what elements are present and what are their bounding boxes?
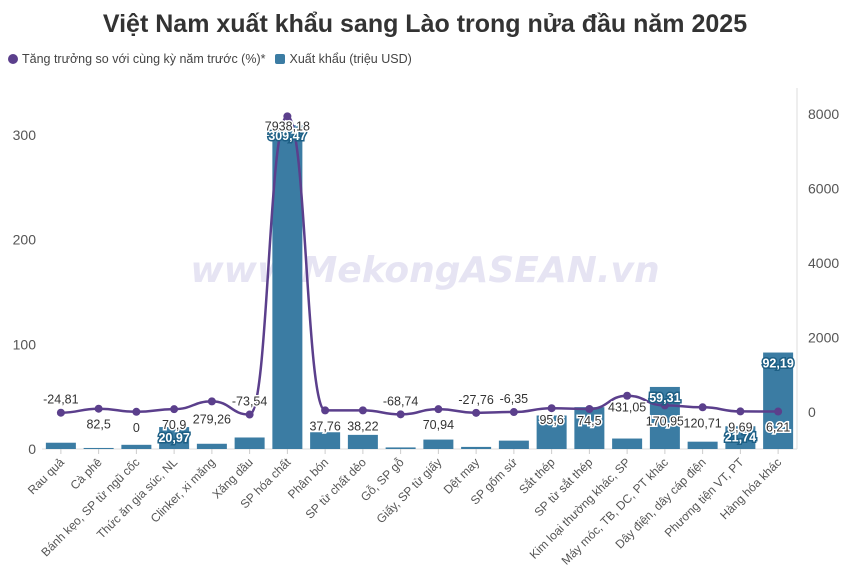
growth-line [60, 115, 779, 416]
legend-item-growth[interactable]: Tăng trưởng so với cùng kỳ năm trước (%)… [8, 52, 265, 66]
growth-value-label: 279,26 [193, 412, 231, 426]
bar-value-label: 92,19 [762, 357, 793, 371]
bar [687, 441, 718, 449]
bar-value-label: 21,74 [725, 430, 756, 444]
growth-point [396, 410, 405, 419]
growth-value-label: 6,21 [766, 421, 790, 435]
bar-value-label: 59,31 [649, 391, 680, 405]
growth-point [358, 406, 367, 415]
bar [612, 438, 643, 449]
bar-value-label: 309,47 [268, 129, 306, 143]
growth-value-label: 70,94 [423, 418, 454, 432]
x-tick-label: Giấy, SP từ giấy [374, 455, 445, 526]
bar [536, 415, 567, 449]
growth-point [170, 405, 179, 414]
growth-value-label: -6,35 [500, 392, 529, 406]
growth-value-label: 9,69 [728, 420, 752, 434]
growth-point [207, 397, 216, 406]
right-tick-label: 0 [808, 404, 816, 420]
growth-point [472, 408, 481, 417]
growth-point [132, 407, 141, 416]
growth-value-label: 7938,18 [265, 119, 310, 133]
growth-value-label: 70,9 [162, 418, 186, 432]
growth-point [698, 403, 707, 412]
growth-value-label: 0 [133, 421, 140, 435]
growth-point [736, 407, 745, 416]
bar [763, 352, 794, 449]
growth-point [56, 408, 65, 417]
x-tick-label: Clinker, xi măng [148, 455, 218, 525]
bar [423, 439, 454, 449]
bar [649, 386, 680, 449]
growth-point [585, 405, 594, 414]
bar-value-label: 20,97 [158, 431, 189, 445]
left-tick-label: 100 [13, 336, 37, 352]
growth-value-label: 120,71 [684, 416, 722, 430]
bar [234, 437, 265, 449]
legend: Tăng trưởng so với cùng kỳ năm trước (%)… [8, 52, 412, 66]
left-tick-label: 0 [28, 441, 36, 457]
bar [121, 444, 152, 449]
growth-value-label: 82,5 [86, 418, 110, 432]
bar [385, 447, 416, 449]
growth-value-label: -68,74 [383, 394, 418, 408]
bar [498, 440, 529, 449]
bar [310, 432, 341, 449]
growth-point [509, 408, 518, 417]
growth-point [774, 407, 783, 416]
bar [272, 125, 303, 449]
watermark: www.MekongASEAN.vn [190, 250, 659, 291]
growth-point [434, 405, 443, 414]
x-tick-label: Cà phê [67, 455, 104, 492]
growth-value-label: 37,76 [309, 419, 340, 433]
growth-point [94, 404, 103, 413]
growth-value-label: -73,54 [232, 395, 267, 409]
bar [159, 427, 190, 449]
right-tick-label: 6000 [808, 180, 839, 196]
left-tick-label: 300 [13, 127, 37, 143]
growth-value-label: 38,22 [347, 419, 378, 433]
growth-value-label: 95,6 [539, 413, 563, 427]
x-tick-label: Rau quả [25, 455, 67, 497]
growth-value-label: -27,76 [458, 393, 493, 407]
bar [574, 407, 605, 449]
left-tick-label: 200 [13, 232, 37, 248]
bar [45, 442, 76, 449]
growth-point [660, 401, 669, 410]
bar [725, 426, 756, 449]
bar [347, 434, 378, 449]
right-tick-label: 8000 [808, 106, 839, 122]
bar [196, 443, 227, 449]
chart-title: Việt Nam xuất khẩu sang Lào trong nửa đầ… [102, 10, 748, 38]
growth-value-label: 170,95 [646, 414, 684, 428]
right-tick-label: 2000 [808, 329, 839, 345]
growth-point [321, 406, 330, 415]
growth-point [283, 112, 292, 121]
growth-value-label: 74,5 [577, 414, 601, 428]
bar [83, 447, 114, 449]
growth-value-label: -24,81 [43, 393, 78, 407]
bar [461, 446, 492, 449]
growth-point [547, 404, 556, 413]
growth-point [623, 391, 632, 400]
growth-point [245, 410, 254, 419]
right-tick-label: 4000 [808, 255, 839, 271]
growth-value-label: 431,05 [608, 401, 646, 415]
legend-item-export[interactable]: Xuất khẩu (triệu USD) [275, 52, 412, 66]
